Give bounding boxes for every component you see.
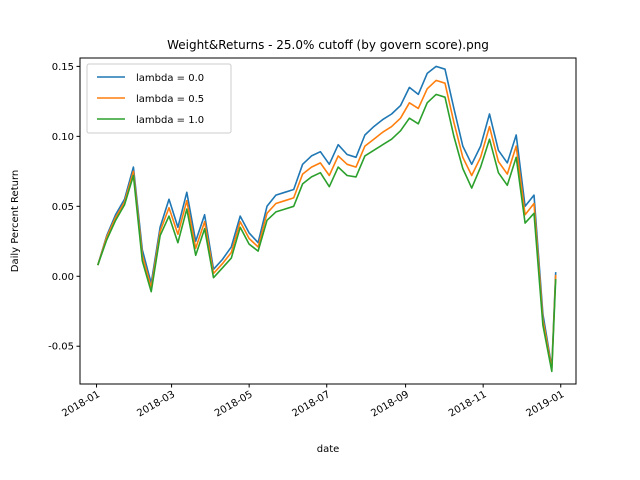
series-layer xyxy=(97,65,557,373)
plot-frame xyxy=(79,57,577,385)
y-axis: -0.05 0.00 0.05 0.10 0.15 xyxy=(48,62,80,353)
y-tick-label: -0.05 xyxy=(48,342,74,353)
legend-box xyxy=(86,63,232,134)
legend-label: lambda = 1.0 xyxy=(136,115,204,126)
y-axis-label: Daily Percent Return xyxy=(10,170,21,272)
series-line-1 xyxy=(97,79,557,370)
series-line-0 xyxy=(97,65,557,369)
legend-label: lambda = 0.0 xyxy=(136,73,204,84)
legend-label: lambda = 0.5 xyxy=(136,94,204,105)
y-tick-label: 0.00 xyxy=(52,272,74,283)
chart-title: Weight&Returns - 25.0% cutoff (by govern… xyxy=(167,38,489,52)
y-tick-label: 0.05 xyxy=(52,202,74,213)
x-axis-label: date xyxy=(317,444,340,455)
y-tick-label: 0.15 xyxy=(52,62,74,73)
legend: lambda = 0.0 lambda = 0.5 lambda = 1.0 xyxy=(86,63,232,134)
series-line-2 xyxy=(97,93,557,373)
y-tick-label: 0.10 xyxy=(52,132,74,143)
